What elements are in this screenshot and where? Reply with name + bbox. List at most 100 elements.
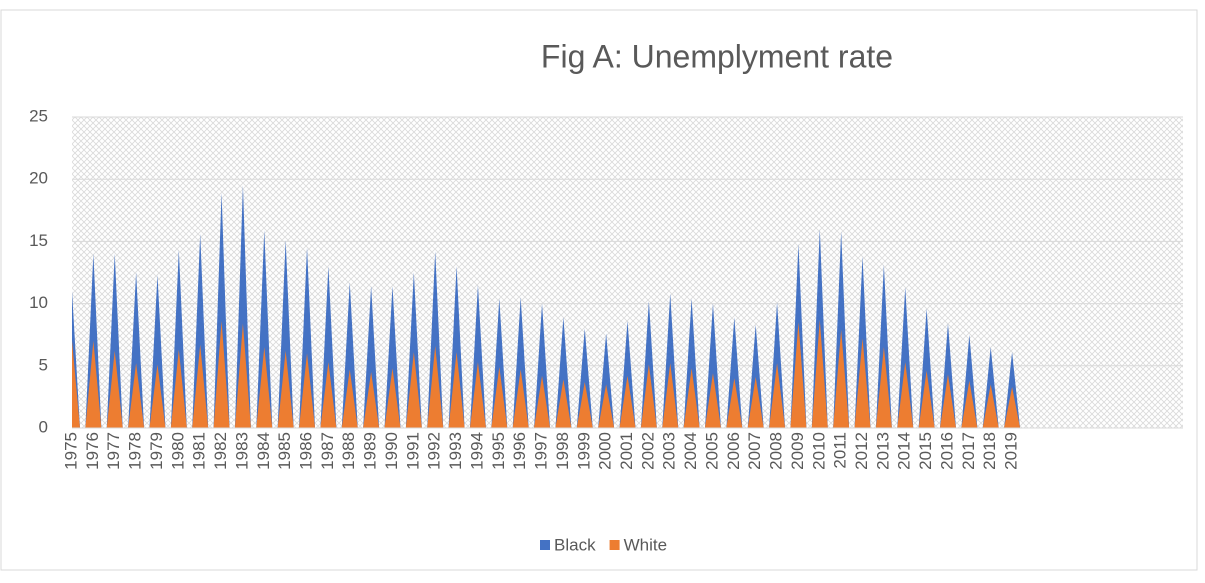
spike — [277, 240, 294, 428]
spike — [363, 372, 380, 428]
spike — [961, 380, 978, 428]
x-tick-label: 2001 — [617, 432, 636, 470]
spike — [662, 363, 679, 428]
spike — [128, 272, 145, 428]
spike — [299, 247, 316, 428]
x-tick-label: 2004 — [681, 432, 700, 470]
spike — [555, 379, 572, 428]
x-tick-label: 1975 — [61, 432, 80, 470]
spike — [875, 265, 892, 428]
spike — [256, 347, 273, 428]
x-tick-label: 1983 — [232, 432, 251, 470]
spike — [384, 368, 401, 428]
spike — [833, 329, 850, 428]
spike — [683, 298, 700, 428]
x-tick-label: 2002 — [638, 432, 657, 470]
x-tick-label: 1978 — [126, 432, 145, 470]
spike — [854, 338, 871, 428]
spike — [405, 352, 422, 428]
spike — [277, 350, 294, 428]
spike — [363, 286, 380, 428]
x-tick-label: 1989 — [361, 432, 380, 470]
x-tick-label: 2014 — [895, 432, 914, 470]
spike — [534, 375, 551, 428]
x-tick-label: 1996 — [510, 432, 529, 470]
spike — [448, 352, 465, 428]
spike — [405, 272, 422, 428]
spike — [982, 384, 999, 428]
x-tick-label: 2000 — [596, 432, 615, 470]
spike — [256, 230, 273, 428]
spike — [341, 282, 358, 428]
x-tick-label: 1990 — [382, 432, 401, 470]
spike — [149, 274, 166, 428]
y-tick-label: 0 — [39, 417, 48, 436]
spike — [149, 364, 166, 428]
x-tick-label: 1995 — [489, 432, 508, 470]
spike — [469, 284, 486, 428]
spike — [576, 381, 593, 428]
spike — [427, 251, 444, 428]
x-tick-label: 2015 — [916, 432, 935, 470]
x-tick-label: 2019 — [1002, 432, 1021, 470]
y-tick-label: 20 — [29, 169, 48, 188]
chart-title: Fig A: Unemplyment rate — [541, 38, 893, 74]
spike — [619, 375, 636, 428]
spike — [598, 333, 615, 428]
spike — [512, 369, 529, 428]
spike — [72, 340, 80, 428]
x-tick-label: 2017 — [959, 432, 978, 470]
spike — [106, 253, 123, 428]
x-tick-label: 2010 — [809, 432, 828, 470]
spike — [811, 319, 828, 428]
spike — [491, 367, 508, 428]
x-tick-label: 2012 — [852, 432, 871, 470]
x-tick-label: 2013 — [873, 432, 892, 470]
x-tick-label: 2009 — [788, 432, 807, 470]
x-tick-label: 2007 — [745, 432, 764, 470]
spike — [234, 185, 251, 428]
spike — [918, 370, 935, 428]
x-tick-label: 1999 — [574, 432, 593, 470]
spike — [170, 349, 187, 428]
x-tick-label: 1980 — [168, 432, 187, 470]
x-tick-label: 2008 — [767, 432, 786, 470]
x-tick-label: 1997 — [532, 432, 551, 470]
x-tick-label: 2018 — [980, 432, 999, 470]
x-tick-label: 1976 — [83, 432, 102, 470]
spike — [213, 192, 230, 428]
x-tick-label: 1991 — [403, 432, 422, 470]
spike — [234, 323, 251, 428]
x-tick-label: 1994 — [467, 432, 486, 470]
x-tick-label: 1987 — [318, 432, 337, 470]
spike — [683, 368, 700, 428]
x-tick-label: 1992 — [425, 432, 444, 470]
spike — [341, 369, 358, 428]
spike — [491, 298, 508, 428]
x-tick-label: 2016 — [937, 432, 956, 470]
spike — [128, 363, 145, 428]
spike — [619, 321, 636, 428]
y-tick-label: 5 — [39, 355, 48, 374]
legend-label: White — [624, 535, 667, 554]
x-tick-label: 2003 — [660, 432, 679, 470]
spike — [320, 362, 337, 428]
spike — [726, 317, 743, 428]
legend-label: Black — [554, 535, 596, 554]
spike — [769, 363, 786, 428]
x-tick-label: 2005 — [702, 432, 721, 470]
y-tick-label: 10 — [29, 293, 48, 312]
spike — [555, 317, 572, 428]
spike — [192, 344, 209, 428]
y-tick-label: 25 — [29, 106, 48, 125]
legend-swatch — [609, 540, 620, 550]
spike — [598, 384, 615, 428]
spike — [704, 373, 721, 428]
spike — [469, 362, 486, 428]
x-tick-label: 1984 — [254, 432, 273, 470]
spike — [939, 374, 956, 428]
x-tick-label: 1982 — [211, 432, 230, 470]
spike — [897, 287, 914, 428]
spike — [85, 340, 102, 428]
x-tick-label: 2006 — [724, 432, 743, 470]
